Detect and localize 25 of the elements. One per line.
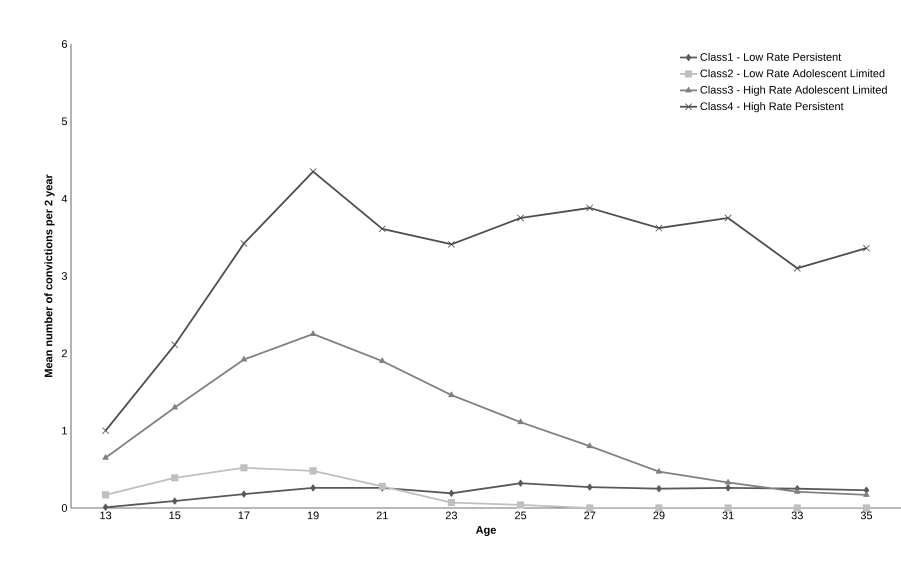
- y-tick-label: 0: [62, 504, 68, 512]
- x-axis-title: Age: [476, 526, 496, 536]
- y-tick-label: 4: [62, 194, 68, 202]
- legend-label: Class2 - Low Rate Adolescent Limited: [700, 69, 884, 78]
- legend-label: Class3 - High Rate Adolescent Limited: [700, 86, 887, 96]
- y-tick-label: 5: [62, 118, 68, 126]
- x-tick-label: 19: [308, 512, 319, 520]
- y-tick-label: 1: [62, 426, 67, 434]
- legend-label: Class4 - High Rate Persistent: [700, 102, 844, 112]
- y-tick-label: 6: [62, 40, 67, 48]
- x-tick-label: 31: [722, 512, 734, 520]
- x-tick-label: 25: [515, 512, 526, 520]
- y-axis-title: Mean number of convictions per 2 year: [44, 174, 55, 377]
- x-tick-label: 29: [653, 512, 664, 520]
- y-tick-label: 3: [62, 272, 67, 280]
- x-tick-label: 15: [169, 512, 180, 520]
- x-tick-label: 33: [792, 512, 803, 520]
- x-tick-label: 23: [446, 512, 458, 520]
- x-tick-label: 27: [584, 512, 596, 520]
- x-tick-label: 21: [376, 512, 388, 520]
- legend-label: Class1 - Low Rate Persistent: [700, 52, 842, 61]
- y-tick-label: 2: [62, 350, 67, 358]
- x-tick-label: 35: [860, 512, 872, 520]
- x-tick-label: 13: [100, 512, 112, 520]
- x-tick-label: 17: [238, 512, 250, 520]
